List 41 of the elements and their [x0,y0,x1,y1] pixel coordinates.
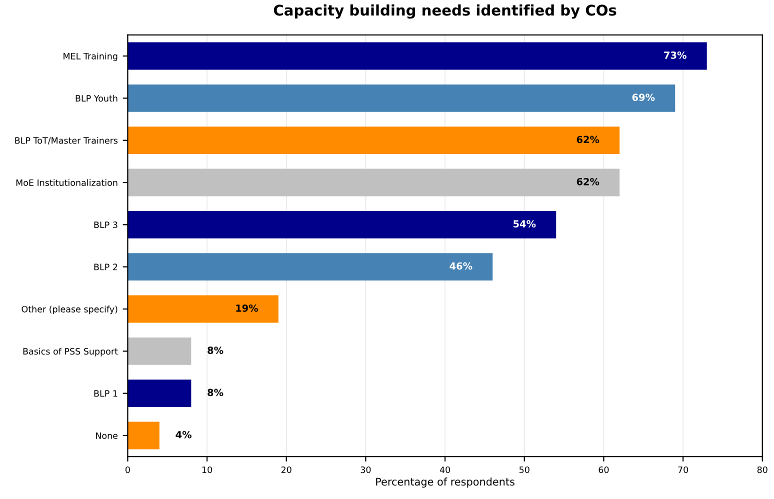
y-tick-label: MoE Institutionalization [16,179,118,186]
y-tick-label: None [96,432,118,439]
bar [128,168,620,196]
bar [128,126,620,154]
chart-title: Capacity building needs identified by COs [274,4,616,19]
data-label: 8% [208,346,224,354]
data-label: 62% [576,136,600,144]
bar [128,253,493,281]
x-tick-label: 40 [440,466,450,474]
x-tick-label: 20 [281,466,292,474]
y-tick-label: Basics of PSS Support [23,348,118,356]
bar [128,295,278,323]
y-tick-label: BLP Youth [76,94,118,102]
data-label: 69% [632,94,655,101]
data-label: 4% [176,430,192,438]
bar [128,84,676,112]
x-tick-label: 70 [678,466,688,474]
bar [128,210,556,238]
y-tick-label: BLP 2 [94,264,118,270]
y-tick-label: BLP ToT/Master Trainers [15,137,118,144]
data-label: 73% [664,51,686,59]
data-label: 8% [208,388,224,396]
data-label: 19% [236,304,258,312]
data-label: 46% [450,262,472,270]
bar [128,337,192,365]
x-tick-label: 30 [360,466,371,474]
y-tick-label: BLP 3 [94,222,118,228]
bar [128,380,192,408]
x-tick-label: 0 [126,466,130,474]
bar [128,422,160,450]
x-tick-label: 50 [519,466,530,474]
x-tick-label: 60 [598,466,609,474]
y-tick-label: BLP 1 [94,390,118,397]
x-axis-title: Percentage of respondents [376,478,514,488]
data-label: 54% [514,220,536,228]
y-tick-label: Other (please specify) [22,306,118,314]
data-label: 62% [576,178,600,186]
x-tick-label: 10 [202,466,212,474]
bar [128,42,707,70]
y-tick-label: MEL Training [64,52,118,62]
x-tick-label: 80 [757,466,768,474]
